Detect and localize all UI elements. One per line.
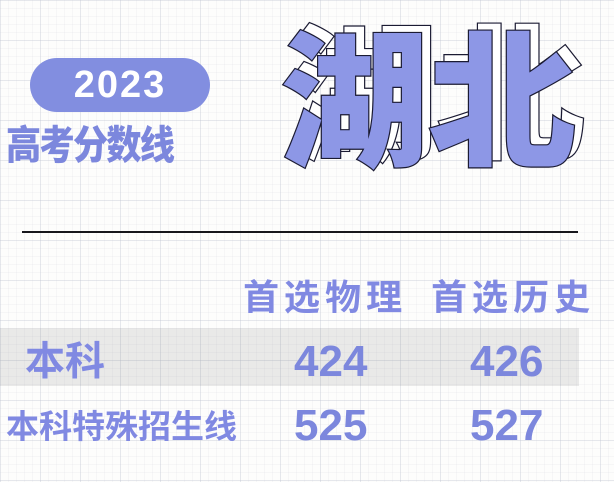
svg-text:湖北: 湖北 xyxy=(280,0,576,198)
